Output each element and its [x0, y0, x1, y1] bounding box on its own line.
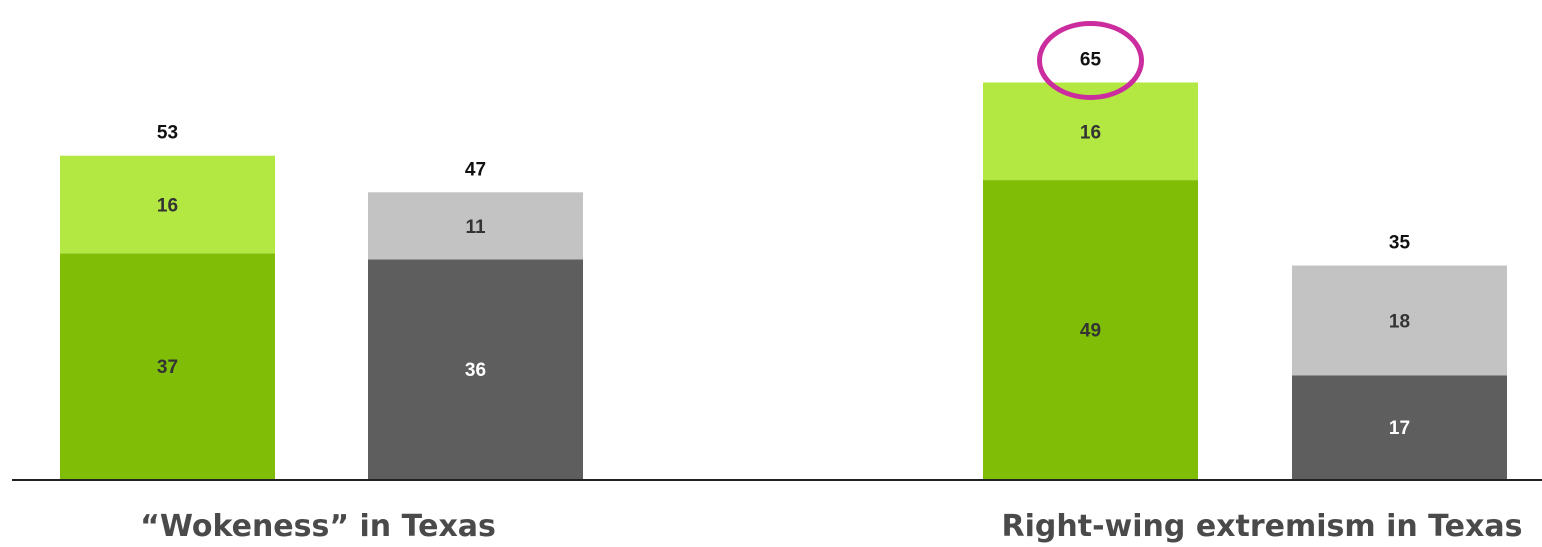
bar-total-label: 47 [465, 159, 486, 180]
segment-value-label: 36 [465, 360, 486, 381]
bars-layer: 37 16 53 36 11 47 49 16 65 17 18 35 [60, 21, 1507, 479]
segment-value-label: 17 [1389, 418, 1410, 439]
bar-segment [368, 259, 583, 479]
bar-segment [1292, 265, 1507, 376]
bar-total-label: 53 [157, 123, 178, 144]
bar-segment [60, 155, 275, 254]
bar-segment [368, 192, 583, 260]
segment-value-label: 18 [1389, 311, 1410, 332]
highlight-circle [1037, 21, 1144, 100]
bar-segment [983, 180, 1198, 479]
group-label: “Wokeness” in Texas [140, 509, 496, 544]
group-labels-layer: “Wokeness” in Texas Right-wing extremism … [140, 509, 1522, 544]
bar-total-label: 35 [1389, 233, 1411, 254]
group-label: Right-wing extremism in Texas [1002, 509, 1523, 544]
bar-segment [1292, 375, 1507, 479]
segment-value-label: 16 [157, 196, 178, 217]
segment-value-label: 11 [465, 217, 486, 238]
segment-value-label: 49 [1080, 321, 1101, 342]
bar-segment [60, 253, 275, 479]
segment-value-label: 37 [157, 357, 178, 378]
bar-total-label: 65 [1080, 50, 1102, 71]
segment-value-label: 16 [1080, 122, 1101, 143]
